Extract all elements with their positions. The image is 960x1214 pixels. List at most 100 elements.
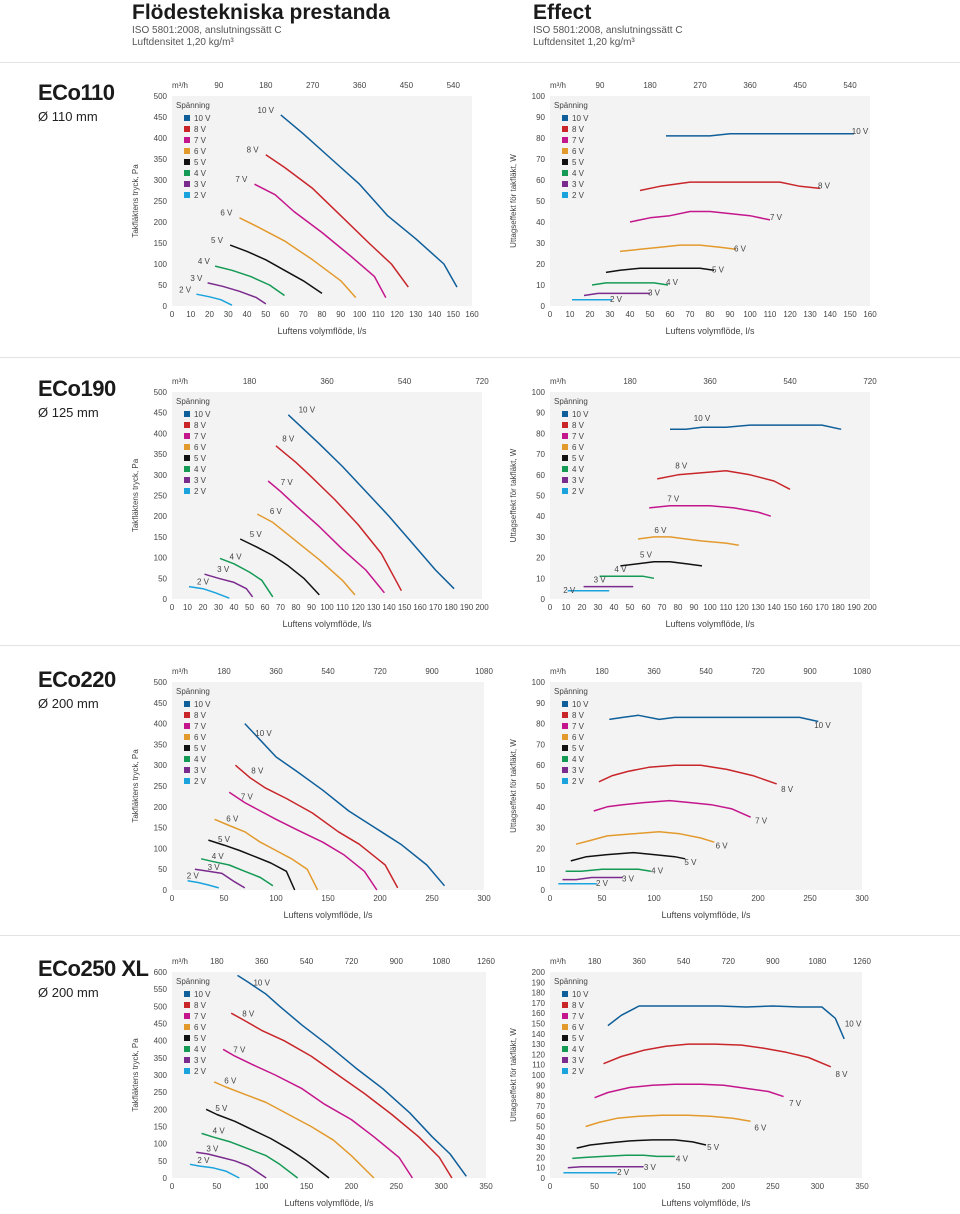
legend-entry: 7 V (194, 432, 207, 441)
y-tick-label: 70 (536, 155, 545, 164)
series-line-8v (275, 445, 403, 592)
x2-tick-label: 180 (623, 377, 637, 386)
legend-entry: 2 V (194, 777, 207, 786)
x2-tick-label: 180 (643, 81, 657, 90)
x-tick-label: 100 (632, 1182, 646, 1191)
series-line-5v (208, 839, 296, 891)
legend-title: Spänning (176, 101, 210, 110)
chart-eco250xl-power: 0102030405060708090100110120130140150160… (509, 957, 871, 1208)
legend-entry: 5 V (572, 1034, 585, 1043)
curve-label: 2 V (197, 578, 210, 587)
x-axis-label: Luftens volymflöde, l/s (282, 619, 372, 629)
y-tick-label: 250 (154, 197, 168, 206)
series-line-7v (629, 210, 771, 223)
legend-swatch (562, 159, 568, 165)
series-line-2v (189, 1163, 240, 1179)
x-tick-label: 50 (598, 894, 607, 903)
x-tick-label: 70 (299, 310, 308, 319)
header-right: Effect ISO 5801:2008, anslutningssätt C … (533, 0, 683, 49)
curve-label: 4 V (666, 278, 679, 287)
standard-left: ISO 5801:2008, anslutningssätt C (132, 25, 282, 36)
y-tick-label: 350 (154, 740, 168, 749)
x2-tick-label: 360 (632, 957, 646, 966)
series-line-2v (188, 585, 230, 599)
y-tick-label: 130 (532, 1040, 546, 1049)
series-line-7v (254, 183, 387, 298)
y-tick-label: 90 (536, 699, 545, 708)
x2-axis-label: m³/h (172, 81, 188, 90)
curve-label: 5 V (215, 1104, 228, 1113)
legend-swatch (184, 991, 190, 997)
curve-label: 5 V (250, 530, 263, 539)
series-line-3v (562, 876, 623, 881)
series-line-2v (187, 880, 220, 889)
series-line-7v (267, 480, 385, 594)
legend-swatch (184, 126, 190, 132)
legend-swatch (184, 1046, 190, 1052)
curve-label: 2 V (197, 1156, 210, 1165)
x2-axis-label: m³/h (172, 957, 188, 966)
legend-entry: 10 V (194, 114, 211, 123)
x-tick-label: 300 (811, 1182, 825, 1191)
legend-entry: 4 V (194, 465, 207, 474)
legend-swatch (562, 1035, 568, 1041)
x-tick-label: 40 (230, 603, 239, 612)
x-tick-label: 30 (224, 310, 233, 319)
model-eco110: ECo110 Ø 110 mm (38, 80, 115, 124)
legend-entry: 7 V (572, 136, 585, 145)
y-tick-label: 550 (154, 985, 168, 994)
x2-tick-label: 1260 (477, 957, 495, 966)
x-tick-label: 0 (548, 603, 553, 612)
curve-label: 2 V (617, 1168, 630, 1177)
x-tick-label: 130 (409, 310, 423, 319)
y-tick-label: 80 (536, 134, 545, 143)
y-tick-label: 300 (154, 471, 168, 480)
y-tick-label: 0 (541, 302, 546, 311)
header-left: Flödestekniska prestanda ISO 5801:2008, … (132, 0, 390, 49)
x2-tick-label: 360 (269, 667, 283, 676)
legend-swatch (184, 148, 190, 154)
legend-entry: 5 V (194, 158, 207, 167)
legend: Spänning 10 V 8 V 7 V 6 V 5 V 4 V 3 V 2 V (554, 977, 589, 1076)
x-tick-label: 0 (170, 1182, 175, 1191)
y-tick-label: 200 (154, 218, 168, 227)
x-tick-label: 40 (610, 603, 619, 612)
x-tick-label: 120 (783, 310, 797, 319)
y-tick-label: 30 (536, 239, 545, 248)
legend-entry: 8 V (572, 711, 585, 720)
curve-label: 7 V (233, 1046, 246, 1055)
curve-label: 2 V (610, 295, 623, 304)
y-tick-label: 140 (532, 1030, 546, 1039)
curve-label: 6 V (220, 209, 233, 218)
legend-entry: 2 V (572, 191, 585, 200)
x-tick-label: 150 (699, 894, 713, 903)
legend-entry: 4 V (572, 1045, 585, 1054)
x-tick-label: 50 (245, 603, 254, 612)
legend-swatch (184, 778, 190, 784)
curve-label: 6 V (226, 814, 239, 823)
x-tick-label: 100 (255, 1182, 269, 1191)
series-line-8v (657, 469, 791, 490)
y-tick-label: 200 (154, 512, 168, 521)
y-tick-label: 450 (154, 409, 168, 418)
legend-swatch (184, 411, 190, 417)
legend-entry: 10 V (572, 410, 589, 419)
curve-label: 3 V (208, 863, 221, 872)
curve-label: 8 V (251, 767, 264, 776)
y-tick-label: 90 (536, 113, 545, 122)
y-tick-label: 10 (536, 281, 545, 290)
y-tick-label: 0 (541, 595, 546, 604)
legend-entry: 2 V (572, 487, 585, 496)
curve-label: 10 V (694, 414, 711, 423)
legend-swatch (562, 115, 568, 121)
y-tick-label: 20 (536, 260, 545, 269)
y-tick-label: 450 (154, 113, 168, 122)
x-tick-label: 190 (460, 603, 474, 612)
curve-label: 10 V (258, 106, 275, 115)
y-tick-label: 150 (154, 824, 168, 833)
legend-entry: 6 V (194, 733, 207, 742)
legend: Spänning 10 V 8 V 7 V 6 V 5 V 4 V 3 V 2 V (554, 397, 589, 496)
legend-entry: 3 V (572, 476, 585, 485)
legend-swatch (562, 991, 568, 997)
legend-swatch (562, 170, 568, 176)
